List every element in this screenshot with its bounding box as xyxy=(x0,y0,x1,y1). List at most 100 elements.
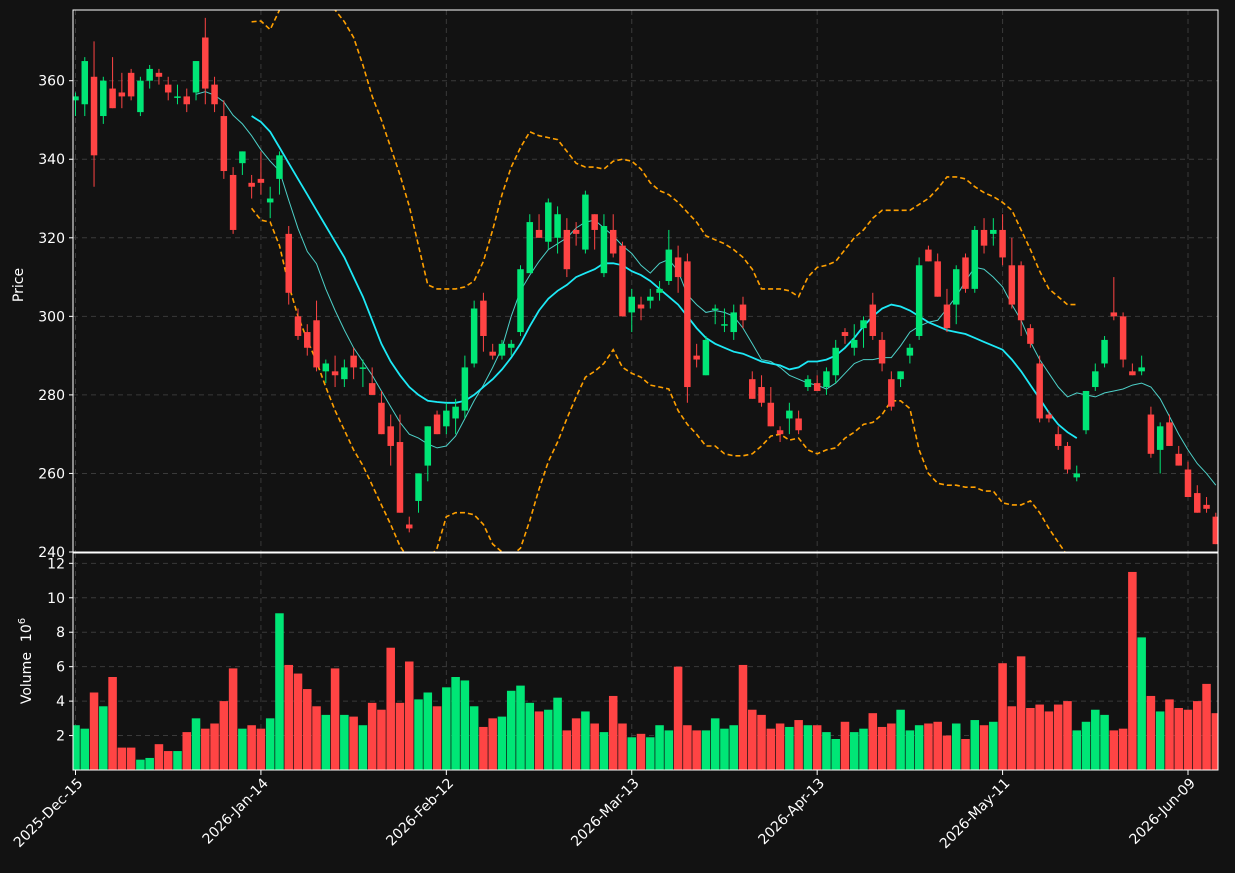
candle-body xyxy=(174,96,181,98)
candle-body xyxy=(155,72,163,77)
volume-bar xyxy=(599,732,609,770)
price-axis-label: Price xyxy=(11,268,27,302)
volume-bar xyxy=(720,728,729,770)
volume-bar xyxy=(395,702,405,770)
volume-bar xyxy=(1007,706,1017,770)
candle-body xyxy=(1017,265,1025,321)
volume-bar xyxy=(692,730,701,770)
candle-body xyxy=(480,300,487,336)
upper-band-line xyxy=(251,10,1077,306)
candle-body xyxy=(127,72,135,97)
candle-body xyxy=(582,194,589,250)
volume-bar xyxy=(905,730,915,770)
candle-body xyxy=(711,308,719,310)
candle-body xyxy=(1008,265,1016,305)
volume-bar xyxy=(1211,713,1218,770)
candle-body xyxy=(934,261,941,297)
volume-tick-label: 10 xyxy=(47,591,65,607)
volume-bar xyxy=(469,706,479,770)
candle-body xyxy=(415,473,422,501)
candle-body xyxy=(554,214,561,238)
candle-body xyxy=(1101,339,1108,364)
candle-body xyxy=(637,304,645,309)
candle-body xyxy=(1175,453,1182,466)
candle-body xyxy=(656,288,663,293)
candle-body xyxy=(999,229,1006,258)
candle-body xyxy=(387,426,394,446)
candle-body xyxy=(572,229,580,234)
volume-bar xyxy=(321,714,331,770)
volume-bar xyxy=(766,728,776,770)
candle-body xyxy=(452,406,459,419)
volume-bar xyxy=(924,723,933,770)
candle-body xyxy=(257,178,265,183)
volume-bar xyxy=(1044,711,1054,770)
volume-bar xyxy=(89,692,99,770)
volume-axis-exponent: 6 xyxy=(17,618,28,624)
volume-bar xyxy=(126,747,136,770)
bands xyxy=(250,10,1077,552)
candle-body xyxy=(813,383,821,391)
candle-body xyxy=(498,343,506,356)
candle-body xyxy=(767,402,775,427)
candle-body xyxy=(535,229,543,238)
volume-bar xyxy=(275,613,284,770)
volume-bar xyxy=(163,751,173,770)
candle-body xyxy=(331,371,339,376)
candle-body xyxy=(971,229,979,289)
volume-bar xyxy=(497,716,507,770)
candle-body xyxy=(545,202,552,242)
volume-bar xyxy=(581,711,590,770)
candle-body xyxy=(804,379,812,388)
volume-bar xyxy=(506,690,516,770)
volume-bar xyxy=(367,702,377,770)
volume-bar xyxy=(970,720,980,770)
candle-body xyxy=(684,261,691,388)
volume-bar xyxy=(1016,656,1026,770)
candle-body xyxy=(888,379,895,407)
volume-bar xyxy=(1155,711,1165,770)
candle-body xyxy=(443,410,450,427)
candle-body xyxy=(229,174,237,230)
candle-body xyxy=(749,379,756,399)
volume-bar xyxy=(618,723,627,770)
volume-bar xyxy=(479,726,488,770)
candle-body xyxy=(1138,367,1145,372)
volume-bar xyxy=(284,664,293,770)
candle-body xyxy=(109,88,116,109)
volume-bar xyxy=(1091,709,1100,770)
candle-body xyxy=(350,355,357,368)
candle-body xyxy=(600,226,608,274)
candle-body xyxy=(841,332,849,336)
price-axis-ticks: 240 260 280 300 320 340 360 xyxy=(38,74,73,561)
candle-body xyxy=(563,229,571,270)
candle-body xyxy=(359,367,367,369)
volume-bar xyxy=(108,677,117,770)
volume-bar xyxy=(377,709,386,770)
volume-bar xyxy=(840,721,850,770)
price-grid xyxy=(73,10,1218,553)
volume-bar xyxy=(775,723,785,770)
volume-bar xyxy=(293,673,303,770)
volume-bar xyxy=(386,647,395,770)
volume-bar xyxy=(99,706,108,770)
candle-body xyxy=(832,347,839,376)
candles xyxy=(73,17,1218,545)
volume-bar xyxy=(655,725,664,770)
volume-bar xyxy=(145,757,154,770)
volume-bar xyxy=(1193,701,1202,770)
candle-body xyxy=(721,324,728,326)
candle-body xyxy=(285,233,292,293)
volume-bar xyxy=(831,739,840,770)
volume-bar xyxy=(914,725,924,770)
volume-bar xyxy=(201,728,210,770)
volume-bar xyxy=(868,713,878,770)
volume-bar xyxy=(1072,730,1082,770)
price-panel-frame xyxy=(72,9,1219,553)
candle-body xyxy=(313,320,320,368)
candle-body xyxy=(396,442,404,513)
volume-tick-label: 4 xyxy=(56,694,65,710)
volume-bar xyxy=(488,718,497,770)
volume-bar xyxy=(1146,695,1156,770)
